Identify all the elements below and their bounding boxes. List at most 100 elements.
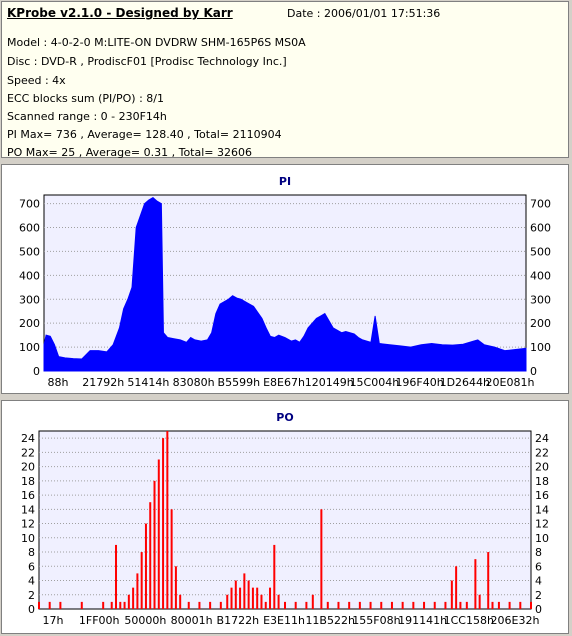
y-tick-label-left: 8 [28, 546, 35, 559]
y-tick-label-left: 14 [21, 503, 35, 516]
x-tick-label: 15C004h [350, 376, 400, 389]
data-bar [162, 438, 165, 609]
model-line: Model : 4-0-2-0 M:LITE-ON DVDRW SHM-165P… [7, 36, 306, 49]
info-panel: KProbe v2.1.0 - Designed by Karr Date : … [1, 1, 569, 159]
data-bar [401, 601, 404, 609]
data-bar [348, 601, 351, 609]
y-tick-label-right: 6 [535, 560, 542, 573]
y-tick-label-right: 12 [535, 518, 549, 531]
y-tick-label-right: 16 [535, 489, 549, 502]
data-bar [256, 587, 259, 609]
x-tick-label: 50000h [124, 614, 166, 627]
data-bar [491, 601, 494, 609]
x-tick-label: 17h [43, 614, 64, 627]
pi-chart: PI 0 0 100 100 200 200 300 300 400 400 500 500 600 600… [19, 175, 551, 389]
data-bar [251, 587, 254, 609]
data-bar [166, 431, 169, 609]
data-bar [508, 601, 511, 609]
y-tick-label-left: 16 [21, 489, 35, 502]
data-bar [198, 601, 201, 609]
data-bar [80, 601, 83, 609]
data-bar [153, 480, 156, 609]
x-tick-label: B1722h [217, 614, 260, 627]
data-bar [123, 601, 126, 609]
data-bar [337, 601, 340, 609]
x-tick-label: 155F08h [352, 614, 400, 627]
y-tick-label-left: 200 [19, 317, 40, 330]
data-bar [530, 601, 532, 609]
x-tick-label: 1D2644h [440, 376, 490, 389]
x-tick-label: E3E11h [263, 614, 305, 627]
data-bar [230, 587, 233, 609]
y-tick-label-left: 0 [33, 365, 40, 378]
y-tick-label-right: 0 [535, 603, 542, 616]
data-bar [170, 509, 173, 609]
y-tick-label-left: 0 [28, 603, 35, 616]
y-tick-label-left: 2 [28, 589, 35, 602]
data-bar [226, 594, 229, 609]
data-bar [140, 552, 143, 609]
x-tick-label: 196F40h [395, 376, 443, 389]
y-tick-label-right: 700 [530, 198, 551, 211]
data-bar [102, 601, 105, 609]
data-bar [380, 601, 383, 609]
data-bar [450, 580, 453, 609]
x-tick-label: 51414h [127, 376, 169, 389]
data-bar [455, 566, 458, 609]
data-bar [247, 580, 250, 609]
x-tick-label: 80001h [171, 614, 213, 627]
data-bar [390, 601, 393, 609]
data-bar [269, 587, 272, 609]
y-tick-label-left: 600 [19, 222, 40, 235]
data-bar [38, 601, 40, 609]
y-tick-label-right: 2 [535, 589, 542, 602]
data-bar [209, 601, 212, 609]
y-tick-label-left: 300 [19, 293, 40, 306]
data-bar [264, 601, 267, 609]
data-bar [487, 552, 490, 609]
data-bar [136, 573, 139, 609]
y-tick-label-right: 22 [535, 446, 549, 459]
y-tick-label-right: 8 [535, 546, 542, 559]
y-tick-label-right: 4 [535, 575, 542, 588]
range-line: Scanned range : 0 - 230F14h [7, 110, 167, 123]
data-bar [110, 601, 113, 609]
data-bar [48, 601, 51, 609]
data-bar [497, 601, 500, 609]
x-tick-label: 20E081h [486, 376, 535, 389]
data-bar [326, 601, 329, 609]
speed-line: Speed : 4x [7, 74, 66, 87]
data-bar [219, 601, 222, 609]
y-tick-label-left: 500 [19, 245, 40, 258]
data-bar [444, 601, 447, 609]
data-bar [157, 459, 160, 609]
data-bar [433, 601, 436, 609]
chart-title: PO [276, 411, 293, 424]
data-bar [179, 594, 182, 609]
y-tick-label-left: 100 [19, 341, 40, 354]
data-bar [239, 587, 242, 609]
data-bar [127, 594, 130, 609]
data-bar [320, 509, 323, 609]
x-tick-label: 21792h [82, 376, 124, 389]
data-bar [132, 587, 135, 609]
data-bar [59, 601, 62, 609]
plot-area [38, 430, 532, 610]
ecc-line: ECC blocks sum (PI/PO) : 8/1 [7, 92, 164, 105]
y-tick-label-left: 4 [28, 575, 35, 588]
data-bar [519, 601, 522, 609]
series-area [43, 197, 527, 372]
disc-line: Disc : DVD-R , ProdiscF01 [Prodisc Techn… [7, 55, 287, 68]
data-bar [459, 601, 462, 609]
data-bar [187, 601, 190, 609]
data-bar [474, 559, 477, 609]
y-tick-label-right: 300 [530, 293, 551, 306]
y-tick-label-right: 24 [535, 432, 549, 445]
data-bar [294, 601, 297, 609]
data-bar [478, 594, 481, 609]
data-bar [115, 544, 118, 609]
x-tick-label: B5599h [218, 376, 261, 389]
data-bar [243, 573, 246, 609]
scan-date: Date : 2006/01/01 17:51:36 [287, 7, 441, 20]
data-bar [358, 601, 361, 609]
